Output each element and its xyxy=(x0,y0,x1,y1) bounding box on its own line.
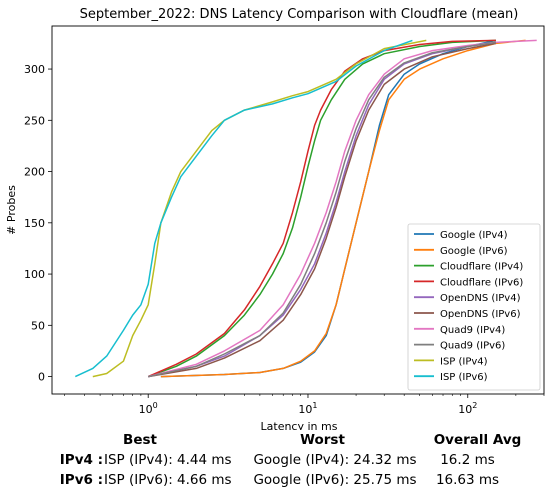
x-tick-label: 100 xyxy=(139,401,158,416)
legend-entry: Google (IPv6) xyxy=(440,246,508,257)
ipv4-row: IPv4 : ISP (IPv4): 4.44 ms Google (IPv4)… xyxy=(0,452,555,472)
legend-entry: Cloudflare (IPv4) xyxy=(440,262,523,273)
x-tick-label: 101 xyxy=(298,401,317,416)
series-line-google-ipv6 xyxy=(160,39,526,378)
ipv6-avg: 16.63 ms xyxy=(435,472,500,488)
series-line-quad9-ipv6 xyxy=(148,41,497,378)
y-axis-ticks: 0 50 100 150 200 250 300 xyxy=(24,63,52,384)
legend-entry: Cloudflare (IPv6) xyxy=(440,277,523,288)
y-tick-label: 50 xyxy=(31,319,45,332)
y-tick-label: 300 xyxy=(24,63,45,76)
legend-entry: OpenDNS (IPv6) xyxy=(440,309,521,320)
series-line-isp-ipv4 xyxy=(92,39,427,378)
ipv6-best: ISP (IPv6): 4.66 ms xyxy=(104,472,232,488)
header-worst: Worst xyxy=(300,432,345,448)
legend-entry: Quad9 (IPv6) xyxy=(440,341,505,352)
ipv6-row: IPv6 : ISP (IPv6): 4.66 ms Google (IPv6)… xyxy=(0,472,555,492)
legend-entry: ISP (IPv6) xyxy=(440,372,488,383)
y-tick-label: 100 xyxy=(24,268,45,281)
header-overall-avg: Overall Avg xyxy=(433,432,522,448)
legend-box xyxy=(407,223,541,391)
ipv6-label: IPv6 : xyxy=(59,472,103,488)
x-tick-label: 102 xyxy=(458,401,477,416)
legend-entry: Quad9 (IPv4) xyxy=(440,325,505,336)
series-line-opendns-ipv6 xyxy=(148,42,497,378)
legend-entry: OpenDNS (IPv4) xyxy=(440,293,521,304)
y-tick-label: 250 xyxy=(24,114,45,127)
latency-chart: September_2022: DNS Latency Comparison w… xyxy=(5,7,545,430)
ipv6-worst: Google (IPv6): 25.75 ms xyxy=(253,472,417,488)
y-tick-label: 150 xyxy=(24,217,45,230)
ipv4-label: IPv4 : xyxy=(59,452,103,468)
legend-entry: Google (IPv4) xyxy=(440,230,508,241)
legend-entry: ISP (IPv4) xyxy=(440,356,488,367)
legend: Google (IPv4) Google (IPv6) Cloudflare (IP… xyxy=(407,223,541,391)
ipv4-avg: 16.2 ms xyxy=(440,452,495,468)
summary-table: Best Worst Overall Avg IPv4 : ISP (IPv4)… xyxy=(0,430,555,496)
series-line-cloudflare-ipv4 xyxy=(147,39,496,378)
y-axis-label: # Probes xyxy=(5,185,18,235)
series-line-isp-ipv6 xyxy=(74,39,413,378)
series-lines xyxy=(74,39,537,378)
ipv4-worst: Google (IPv4): 24.32 ms xyxy=(253,452,417,468)
y-tick-label: 200 xyxy=(24,166,45,179)
x-axis-label: Latency in ms xyxy=(261,420,338,430)
y-tick-label: 0 xyxy=(38,371,45,384)
header-best: Best xyxy=(123,432,157,448)
chart-title: September_2022: DNS Latency Comparison w… xyxy=(80,7,519,22)
series-line-quad9-ipv4 xyxy=(148,39,537,378)
x-axis-ticks: 100 101 102 xyxy=(64,394,545,416)
ipv4-best: ISP (IPv4): 4.44 ms xyxy=(104,452,232,468)
